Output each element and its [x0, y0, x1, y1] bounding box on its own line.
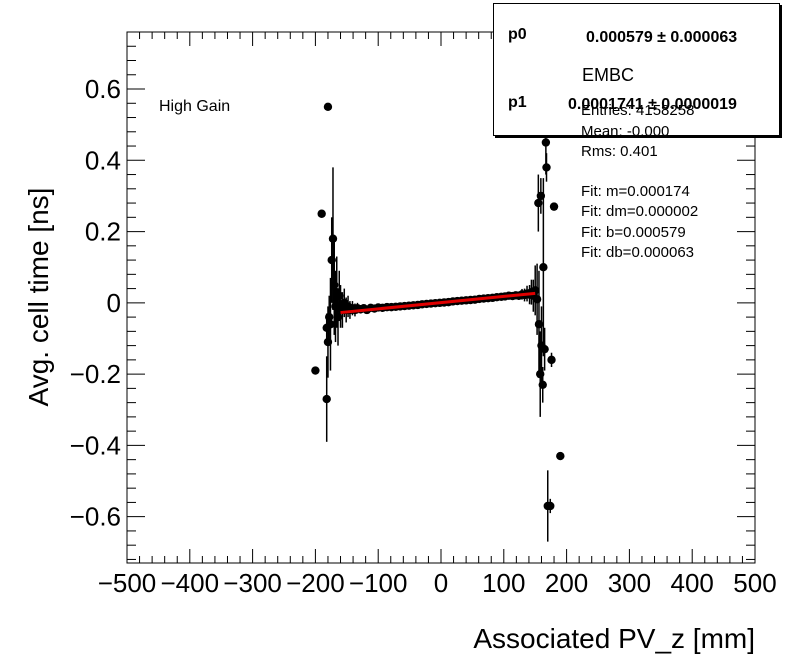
- y-tick-label: −0.2: [70, 359, 121, 389]
- y-tick-label: 0.4: [85, 145, 121, 175]
- x-tick-label: −300: [223, 568, 282, 598]
- data-point: [532, 295, 542, 304]
- data-point: [540, 344, 549, 354]
- data-point: [322, 394, 331, 404]
- x-axis-tick-labels: −500 −400 −300 −200 −100 0 100 200 300 400 500: [98, 568, 777, 598]
- data-point: [556, 451, 565, 461]
- y-axis-tick-labels: −0.6 −0.4 −0.2 0 0.2 0.4 0.6: [70, 74, 121, 532]
- data-point: [539, 263, 548, 272]
- data-point: [325, 312, 334, 322]
- x-axis-label: Associated PV_z [mm]: [473, 623, 755, 654]
- data-point: [311, 366, 320, 375]
- y-tick-label: 0.2: [85, 217, 121, 247]
- y-tick-label: −0.6: [70, 502, 121, 532]
- data-point: [538, 380, 547, 390]
- x-tick-label: 100: [482, 568, 525, 598]
- fit-stats-box: p0 0.000579 ± 0.000063 EMBC p1 0.0001741…: [493, 3, 780, 136]
- data-points: [311, 102, 565, 542]
- data-point: [546, 501, 555, 511]
- data-point: [317, 209, 326, 218]
- fit-line: [340, 291, 536, 315]
- y-tick-label: 0.6: [85, 74, 121, 104]
- stats-mean: Mean: -0.000: [581, 122, 670, 140]
- data-point: [549, 202, 559, 211]
- p0-label: p0: [508, 26, 527, 43]
- p1-label: p1: [508, 94, 527, 111]
- data-point: [326, 320, 335, 329]
- x-tick-label: −400: [161, 568, 220, 598]
- x-tick-label: 500: [733, 568, 776, 598]
- data-point: [547, 355, 556, 365]
- y-tick-label: −0.4: [70, 430, 121, 460]
- stats-title: EMBC: [582, 65, 635, 85]
- x-tick-label: −500: [98, 568, 157, 598]
- stats-entries: Entries: 4158258: [581, 102, 695, 119]
- data-point: [328, 234, 338, 243]
- x-tick-label: −100: [349, 568, 408, 598]
- stats-fit-db: Fit: db=0.000063: [581, 244, 695, 261]
- stats-info-block: Entries: 4158258 Mean: -0.000 Rms: 0.401…: [581, 101, 698, 264]
- x-tick-label: −200: [286, 568, 345, 598]
- stats-fit-dm: Fit: dm=0.000002: [581, 203, 699, 220]
- y-axis-label: Avg. cell time [ns]: [23, 188, 54, 407]
- x-tick-label: 200: [545, 568, 588, 598]
- data-point: [335, 291, 344, 300]
- data-point: [323, 102, 333, 112]
- x-tick-label: 400: [671, 568, 714, 598]
- gain-annotation: High Gain: [159, 98, 231, 115]
- p1-value: 0.0001741 ± 0.0000019: [568, 96, 737, 113]
- data-point: [541, 138, 551, 147]
- stats-rms: Rms: 0.401: [581, 143, 658, 160]
- p0-value: 0.000579 ± 0.000063: [586, 29, 738, 46]
- y-tick-label: 0: [107, 288, 121, 318]
- x-tick-label: 300: [608, 568, 651, 598]
- stats-fit-m: Fit: m=0.000174: [581, 182, 690, 200]
- x-tick-label: 0: [434, 568, 448, 598]
- stats-fit-b: Fit: b=0.000579: [581, 223, 686, 241]
- data-point: [542, 163, 551, 172]
